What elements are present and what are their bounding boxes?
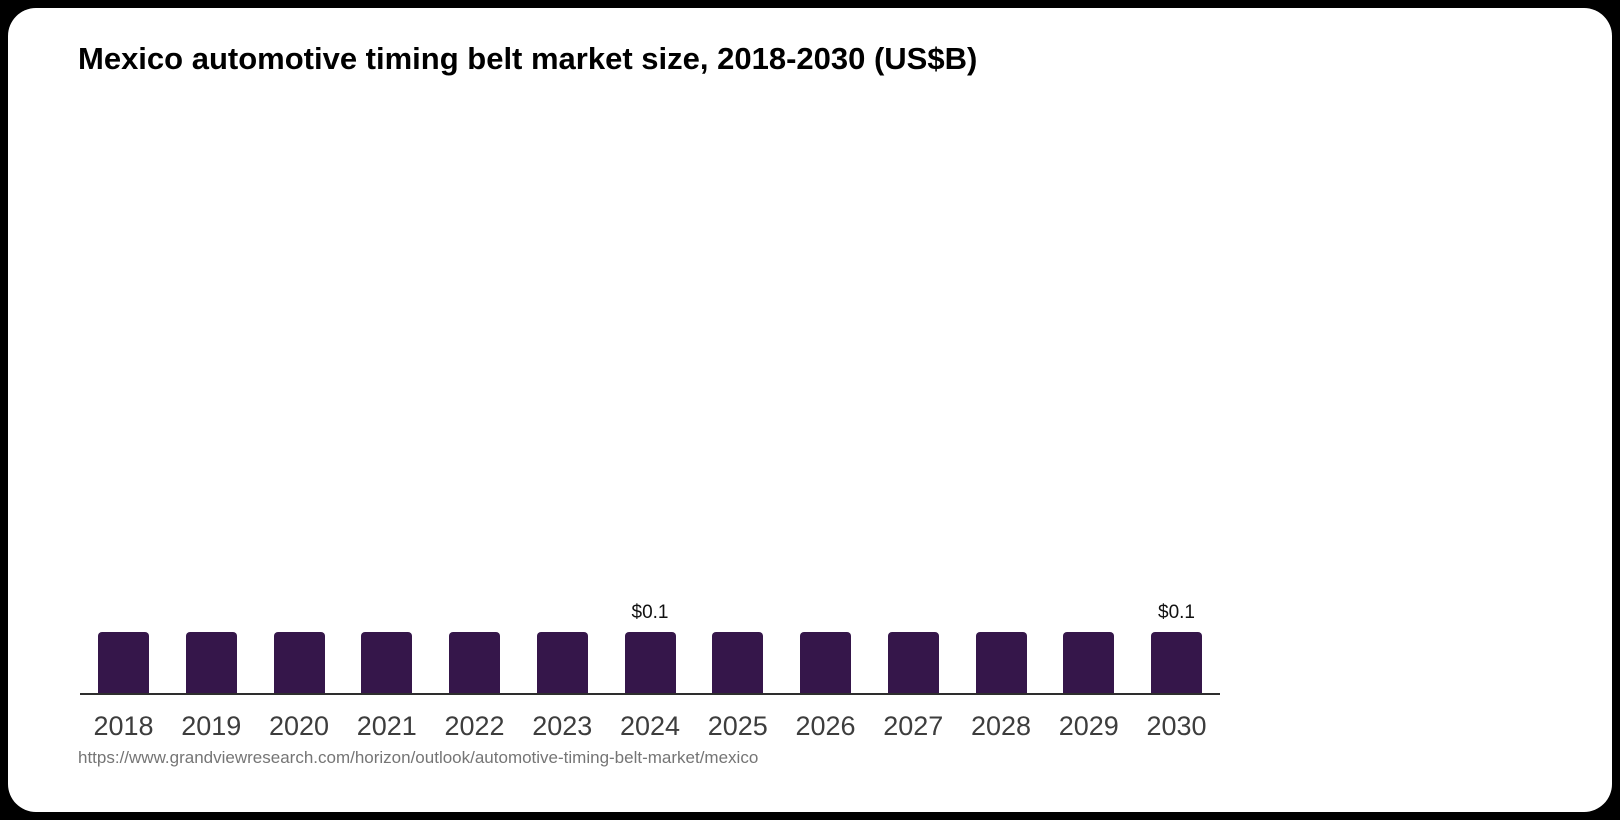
x-axis-tick-label: 2024 bbox=[619, 711, 681, 741]
bar bbox=[449, 632, 500, 693]
bar-column: $0.1 2030 bbox=[1146, 602, 1206, 741]
bar-column: 2025 bbox=[708, 632, 768, 741]
x-axis-tick-label: 2030 bbox=[1146, 711, 1207, 741]
bar-column: 2023 bbox=[532, 632, 592, 741]
bar-column: 2020 bbox=[269, 632, 329, 741]
x-axis-tick-label: 2026 bbox=[795, 711, 856, 741]
x-axis-tick-label: 2021 bbox=[356, 711, 417, 741]
x-axis-tick-label: 2020 bbox=[268, 711, 330, 741]
x-axis-tick-label: 2018 bbox=[93, 711, 154, 741]
chart-card: Mexico automotive timing belt market siz… bbox=[8, 8, 1612, 812]
x-axis-line bbox=[80, 693, 1220, 695]
bar-column: 2027 bbox=[883, 632, 943, 741]
bars-row: 2018 2019 2020 2021 2022 2023 $0.1 2024 2025 2026… bbox=[80, 602, 1220, 741]
bar bbox=[800, 632, 851, 693]
bar bbox=[624, 632, 676, 693]
bar-column: 2021 bbox=[357, 632, 417, 741]
bar-value-label: $0.1 bbox=[1158, 602, 1195, 623]
bar bbox=[887, 632, 939, 693]
x-axis-tick-label: 2028 bbox=[970, 711, 1032, 741]
bar-column: 2026 bbox=[795, 632, 856, 741]
x-axis-tick-label: 2023 bbox=[532, 711, 593, 741]
bar-column: 2018 bbox=[93, 632, 154, 741]
bar bbox=[712, 632, 764, 693]
bar bbox=[273, 632, 325, 693]
bar-column: $0.1 2024 bbox=[620, 602, 680, 741]
x-axis-tick-label: 2025 bbox=[707, 711, 768, 741]
bar bbox=[975, 632, 1027, 693]
chart-title: Mexico automotive timing belt market siz… bbox=[78, 41, 978, 76]
bar bbox=[536, 632, 588, 693]
bar-value-label: $0.1 bbox=[631, 602, 669, 623]
bar bbox=[361, 632, 413, 693]
bar bbox=[98, 632, 149, 693]
bar-column: 2029 bbox=[1059, 632, 1119, 741]
bar bbox=[185, 632, 237, 693]
bar-chart: 2018 2019 2020 2021 2022 2023 $0.1 2024 2025 2026… bbox=[80, 602, 1220, 741]
x-axis-tick-label: 2029 bbox=[1058, 711, 1119, 741]
source-url: https://www.grandviewresearch.com/horizo… bbox=[78, 748, 759, 767]
x-axis-tick-label: 2019 bbox=[181, 711, 242, 741]
bar-column: 2022 bbox=[444, 632, 505, 741]
bar-column: 2019 bbox=[181, 632, 241, 741]
bar bbox=[1151, 632, 1202, 693]
bar-column: 2028 bbox=[971, 632, 1031, 741]
x-axis-tick-label: 2022 bbox=[444, 711, 505, 741]
bar bbox=[1063, 632, 1115, 693]
x-axis-tick-label: 2027 bbox=[883, 711, 944, 741]
